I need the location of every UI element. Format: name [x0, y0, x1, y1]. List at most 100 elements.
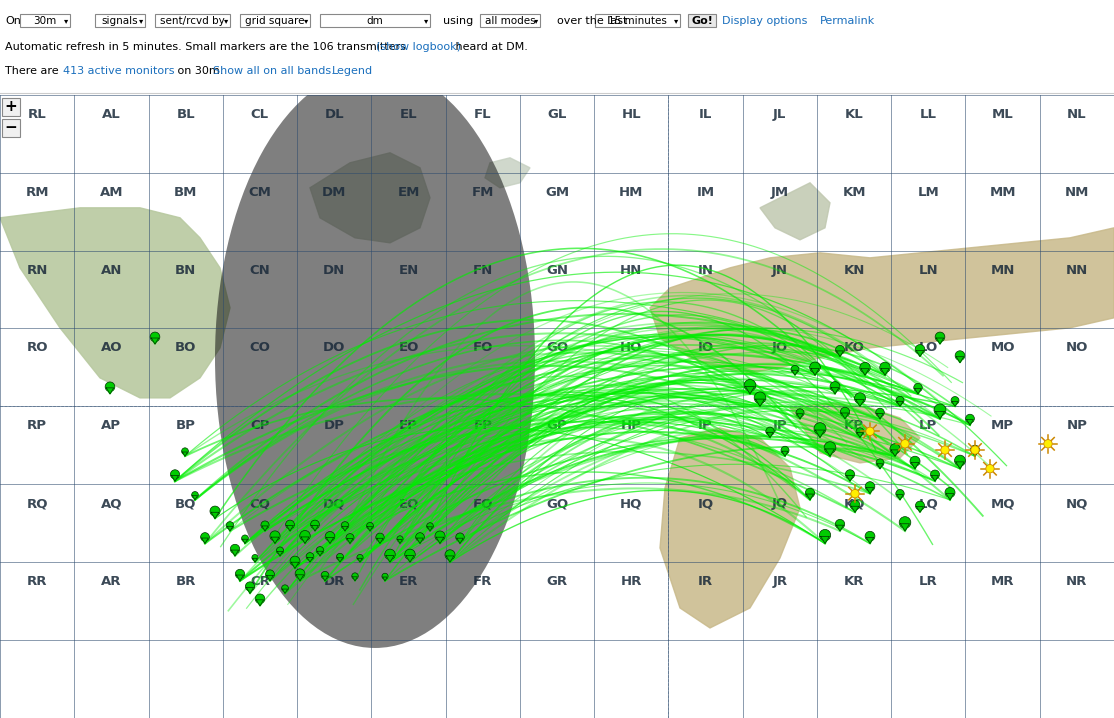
- Polygon shape: [971, 451, 978, 456]
- Text: NO: NO: [1066, 342, 1088, 355]
- Polygon shape: [446, 556, 453, 562]
- Polygon shape: [172, 475, 178, 481]
- Text: RO: RO: [27, 342, 48, 355]
- Circle shape: [854, 393, 866, 404]
- Circle shape: [876, 459, 885, 467]
- Text: DP: DP: [324, 419, 344, 432]
- Circle shape: [427, 523, 433, 529]
- Text: MN: MN: [990, 264, 1015, 276]
- Text: RL: RL: [28, 108, 47, 121]
- Circle shape: [282, 585, 289, 592]
- Text: RM: RM: [26, 186, 49, 199]
- Polygon shape: [266, 575, 273, 581]
- Circle shape: [955, 351, 965, 360]
- Circle shape: [290, 556, 300, 566]
- Text: LN: LN: [919, 264, 938, 276]
- FancyBboxPatch shape: [240, 14, 310, 27]
- Text: grid square: grid square: [245, 16, 305, 26]
- Polygon shape: [797, 414, 803, 419]
- Polygon shape: [847, 475, 853, 481]
- Polygon shape: [417, 538, 423, 544]
- Text: DR: DR: [323, 575, 345, 588]
- Text: FP: FP: [473, 419, 492, 432]
- Circle shape: [941, 446, 949, 454]
- Circle shape: [270, 531, 280, 541]
- Text: AM: AM: [99, 186, 124, 199]
- Text: CN: CN: [250, 264, 271, 276]
- Polygon shape: [967, 419, 974, 425]
- Text: GL: GL: [547, 108, 567, 121]
- Circle shape: [201, 533, 209, 541]
- Text: Legend: Legend: [332, 66, 373, 76]
- Polygon shape: [867, 488, 873, 494]
- Text: EQ: EQ: [399, 498, 419, 510]
- Text: +: +: [4, 99, 18, 114]
- Polygon shape: [262, 526, 268, 531]
- Text: over the last: over the last: [557, 16, 627, 26]
- Circle shape: [830, 381, 840, 391]
- Text: 30m: 30m: [33, 16, 57, 26]
- Polygon shape: [766, 432, 773, 437]
- Circle shape: [346, 533, 354, 541]
- Polygon shape: [755, 399, 764, 406]
- Polygon shape: [825, 449, 834, 456]
- Text: KQ: KQ: [843, 498, 864, 510]
- Text: IP: IP: [698, 419, 713, 432]
- Polygon shape: [428, 527, 432, 531]
- Circle shape: [341, 522, 349, 529]
- Polygon shape: [956, 462, 965, 469]
- FancyBboxPatch shape: [20, 14, 70, 27]
- Circle shape: [955, 455, 966, 466]
- Text: FM: FM: [471, 186, 494, 199]
- Polygon shape: [837, 525, 843, 531]
- Text: ▾: ▾: [424, 17, 428, 25]
- Text: ▾: ▾: [674, 17, 678, 25]
- Circle shape: [876, 409, 885, 417]
- Bar: [2, 118, 20, 137]
- Text: RN: RN: [27, 264, 48, 276]
- Polygon shape: [286, 526, 293, 531]
- Circle shape: [851, 490, 859, 498]
- Circle shape: [182, 448, 188, 454]
- Circle shape: [321, 572, 329, 579]
- Text: ML: ML: [991, 108, 1014, 121]
- Polygon shape: [436, 537, 443, 544]
- Circle shape: [265, 570, 274, 579]
- Text: MO: MO: [990, 342, 1015, 355]
- Polygon shape: [952, 401, 958, 406]
- Circle shape: [896, 396, 905, 404]
- Circle shape: [896, 490, 905, 498]
- Polygon shape: [282, 589, 287, 593]
- Text: dm: dm: [367, 16, 383, 26]
- Text: JL: JL: [773, 108, 786, 121]
- Polygon shape: [352, 577, 358, 581]
- Text: BL: BL: [176, 108, 195, 121]
- Polygon shape: [296, 575, 304, 581]
- Circle shape: [404, 549, 416, 559]
- Polygon shape: [877, 414, 883, 419]
- Text: There are: There are: [4, 66, 62, 76]
- Text: NR: NR: [1066, 575, 1087, 588]
- Text: IL: IL: [698, 108, 712, 121]
- Text: LL: LL: [920, 108, 937, 121]
- Text: on 30m.: on 30m.: [174, 66, 227, 76]
- Polygon shape: [398, 540, 402, 544]
- Polygon shape: [807, 494, 813, 500]
- Circle shape: [966, 414, 975, 423]
- Polygon shape: [891, 450, 899, 456]
- Text: EM: EM: [398, 186, 420, 199]
- Polygon shape: [405, 556, 414, 562]
- Text: IN: IN: [697, 264, 714, 276]
- Text: EP: EP: [399, 419, 418, 432]
- Text: all modes: all modes: [485, 16, 536, 26]
- Circle shape: [382, 573, 388, 579]
- Polygon shape: [931, 475, 938, 481]
- Polygon shape: [856, 399, 864, 406]
- Circle shape: [866, 531, 874, 541]
- Circle shape: [261, 521, 270, 529]
- Bar: [2, 98, 20, 116]
- Text: ▾: ▾: [63, 17, 68, 25]
- Circle shape: [375, 533, 384, 541]
- Text: 15 minutes: 15 minutes: [608, 16, 667, 26]
- Circle shape: [444, 550, 455, 560]
